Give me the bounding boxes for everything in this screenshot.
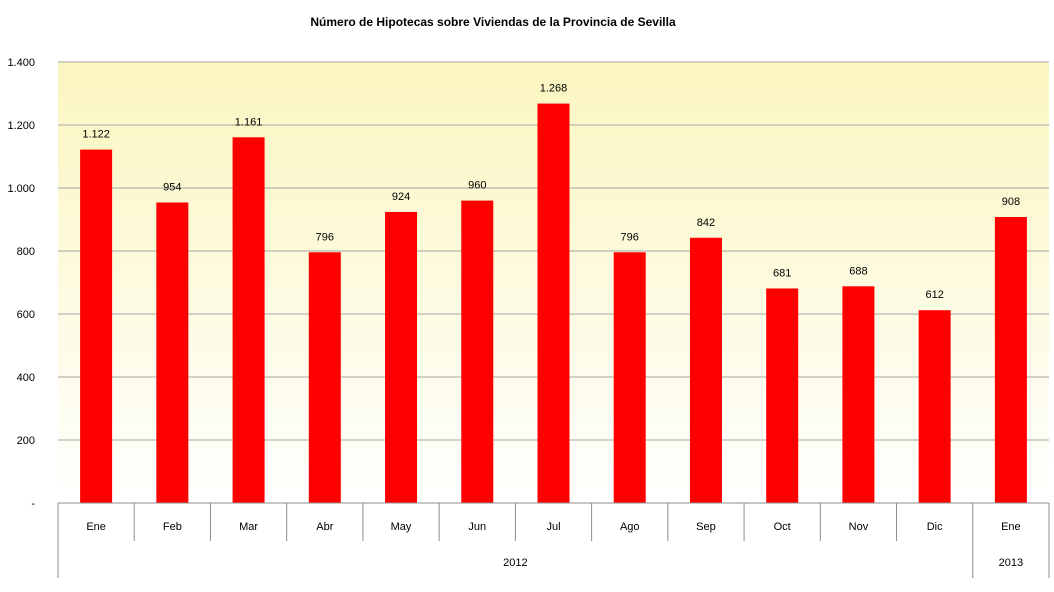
y-tick-label: 400: [17, 372, 35, 384]
y-tick-label: 1.000: [7, 183, 35, 195]
data-label: 688: [849, 265, 867, 277]
x-category-label: Ago: [620, 521, 640, 533]
data-label: 842: [697, 217, 715, 229]
x-category-label: Jul: [546, 521, 560, 533]
data-label: 1.161: [235, 116, 263, 128]
x-category-label: Oct: [774, 521, 791, 533]
y-tick-label: 200: [17, 435, 35, 447]
data-label: 954: [163, 181, 181, 193]
x-axis: Ene Feb Mar Abr May Jun Jul Ago Sep Oct Nov Dic Ene 2…: [57, 502, 1050, 578]
bar: [766, 288, 799, 503]
x-category-label: Sep: [696, 521, 716, 533]
x-category-label: Dic: [927, 521, 943, 533]
bar: [537, 103, 570, 503]
data-label: 960: [468, 180, 486, 192]
bar: [918, 310, 951, 503]
bar: [80, 149, 113, 503]
data-label: 908: [1002, 196, 1020, 208]
x-category-label: Mar: [239, 521, 258, 533]
data-label: 924: [392, 191, 410, 203]
y-tick-label: -: [31, 498, 35, 510]
data-label: 612: [925, 289, 943, 301]
y-tick-label: 1.400: [7, 57, 35, 69]
x-group-label: 2012: [503, 557, 527, 569]
bar: [461, 200, 494, 503]
x-category-label: Abr: [316, 521, 333, 533]
data-label: 1.122: [82, 129, 110, 141]
data-label: 681: [773, 267, 791, 279]
x-group-label: 2013: [999, 557, 1023, 569]
y-tick-label: 1.200: [7, 120, 35, 132]
bar: [385, 211, 418, 503]
y-tick-label: 600: [17, 309, 35, 321]
x-category-label: May: [391, 521, 412, 533]
x-category-label: Jun: [468, 521, 486, 533]
data-label: 796: [621, 231, 639, 243]
data-label: 1.268: [540, 83, 568, 95]
data-label: 796: [316, 231, 334, 243]
y-axis-labels: - 200 400 600 800 1.000 1.200 1.400: [7, 57, 35, 510]
chart-title: Número de Hipotecas sobre Viviendas de l…: [310, 15, 676, 29]
bar: [308, 252, 341, 503]
bars: [80, 103, 1027, 504]
x-category-label: Ene: [1001, 521, 1021, 533]
x-category-label: Feb: [163, 521, 182, 533]
bar: [232, 137, 265, 503]
bar: [156, 202, 189, 504]
bar: [613, 252, 646, 503]
bar: [994, 216, 1027, 504]
x-category-label: Nov: [849, 521, 869, 533]
data-labels: 1.122 954 1.161 796 924 960 1.268 796 842 681 688 6…: [82, 83, 1020, 302]
bar: [842, 286, 875, 503]
y-tick-label: 800: [17, 246, 35, 258]
bar: [689, 237, 722, 503]
x-category-label: Ene: [86, 521, 106, 533]
